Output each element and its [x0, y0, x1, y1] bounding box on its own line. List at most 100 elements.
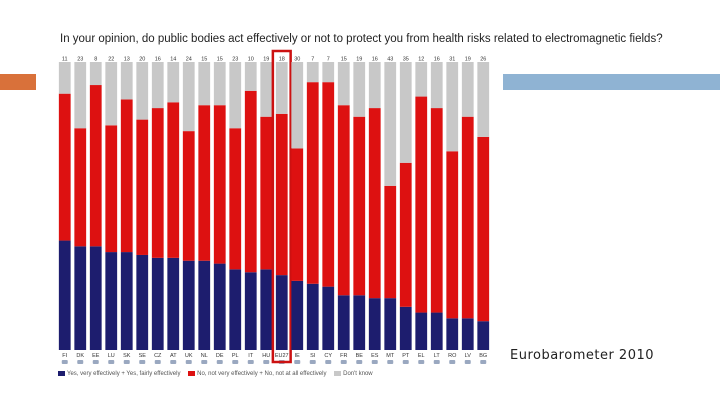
tick-label-lv: LV [465, 353, 472, 359]
bar-yes-se [136, 254, 149, 350]
data-label-dk-fr: 15 [341, 57, 347, 63]
flag-icon-pt [402, 360, 409, 364]
flag-icon-uk [185, 360, 192, 364]
bar-yes-ro [446, 318, 459, 350]
bar-no-eu27 [275, 113, 288, 276]
flag-icon-ro [449, 360, 456, 364]
bar-yes-de [213, 263, 226, 350]
flag-icon-de [216, 360, 223, 364]
data-label-dk-lu: 22 [108, 57, 114, 63]
bar-yes-it [244, 272, 257, 350]
data-label-dk-uk: 24 [186, 57, 192, 63]
bar-dk-es [368, 62, 381, 109]
bar-yes-uk [182, 260, 195, 350]
bar-dk-lv [461, 62, 474, 117]
bar-dk-si [306, 62, 319, 83]
tick-label-pt: PT [402, 353, 410, 359]
flag-icon-lu [108, 360, 115, 364]
bar-dk-pl [229, 62, 242, 129]
bar-yes-hu [260, 269, 273, 350]
flag-icon-ee [92, 360, 99, 364]
flag-icon-el [418, 360, 425, 364]
bar-dk-hu [260, 62, 273, 117]
data-label-dk-eu27: 18 [279, 57, 285, 63]
flag-icon-fi [61, 360, 68, 364]
bar-dk-ro [446, 62, 459, 152]
tick-label-lt: LT [434, 353, 441, 359]
bar-no-ie [291, 148, 304, 281]
tick-label-eu27: EU27 [275, 353, 289, 359]
bar-no-cy [322, 82, 335, 287]
bar-no-de [213, 105, 226, 264]
bar-no-it [244, 90, 257, 273]
bar-dk-at [167, 62, 180, 103]
tick-label-fr: FR [340, 353, 347, 359]
flag-icon-be [356, 360, 363, 364]
tick-label-ro: RO [448, 353, 457, 359]
data-label-dk-pt: 35 [403, 57, 409, 63]
flag-icon-sk [123, 360, 130, 364]
bar-no-lv [461, 116, 474, 319]
flag-icon-lv [464, 360, 471, 364]
bar-dk-be [353, 62, 366, 117]
bar-no-lu [105, 125, 118, 253]
flag-icon-ie [294, 360, 301, 364]
bar-dk-se [136, 62, 149, 120]
bar-no-pt [399, 162, 412, 307]
bar-yes-ee [89, 246, 102, 350]
data-label-dk-es: 16 [372, 57, 378, 63]
flag-icon-it [247, 360, 254, 364]
data-label-dk-lv: 19 [465, 57, 471, 63]
data-label-dk-at: 14 [170, 57, 176, 63]
data-label-dk-lt: 16 [434, 57, 440, 63]
bar-yes-fi [58, 240, 71, 350]
legend-item-dont-know: Don't know [334, 371, 373, 377]
source-label: Eurobarometer 2010 [510, 348, 655, 363]
bar-dk-cz [151, 62, 164, 109]
data-label-dk-sk: 13 [124, 57, 130, 63]
tick-label-nl: NL [201, 353, 208, 359]
bar-no-be [353, 116, 366, 296]
data-label-dk-pl: 23 [232, 57, 238, 63]
accent-bar-left [0, 74, 36, 90]
data-label-dk-cz: 16 [155, 57, 161, 63]
tick-label-uk: UK [185, 353, 193, 359]
tick-label-si: SI [310, 353, 316, 359]
tick-label-mt: MT [386, 353, 395, 359]
bar-yes-mt [384, 298, 397, 350]
bar-dk-uk [182, 62, 195, 132]
tick-label-el: EL [418, 353, 425, 359]
data-label-dk-ie: 30 [294, 57, 300, 63]
bar-no-mt [384, 185, 397, 299]
legend-item-yes: Yes, very effectively + Yes, fairly effe… [58, 371, 180, 377]
tick-label-pl: PL [232, 353, 239, 359]
bar-dk-el [415, 62, 428, 97]
flag-icon-at [170, 360, 177, 364]
bar-dk-ee [89, 62, 102, 86]
bar-no-uk [182, 131, 195, 261]
flag-icon-nl [201, 360, 208, 364]
bar-dk-fr [337, 62, 350, 106]
highlight-box-eu27 [271, 49, 292, 364]
data-label-dk-de: 15 [217, 57, 223, 63]
bar-dk-ie [291, 62, 304, 149]
bar-dk-de [213, 62, 226, 106]
data-label-dk-se: 20 [139, 57, 145, 63]
bar-yes-at [167, 257, 180, 350]
data-label-dk-el: 12 [418, 57, 424, 63]
bar-no-pl [229, 128, 242, 270]
tick-label-lu: LU [108, 353, 115, 359]
data-label-dk-it: 10 [248, 57, 254, 63]
bar-yes-si [306, 283, 319, 350]
bar-yes-pt [399, 306, 412, 350]
tick-label-hu: HU [262, 353, 270, 359]
bar-no-ee [89, 85, 102, 247]
flag-icon-lt [433, 360, 440, 364]
bar-dk-lu [105, 62, 118, 126]
bar-yes-lt [430, 312, 443, 350]
bar-dk-cy [322, 62, 335, 83]
chart-legend: Yes, very effectively + Yes, fairly effe… [58, 371, 379, 378]
bar-no-hu [260, 116, 273, 270]
tick-label-de: DE [216, 353, 224, 359]
